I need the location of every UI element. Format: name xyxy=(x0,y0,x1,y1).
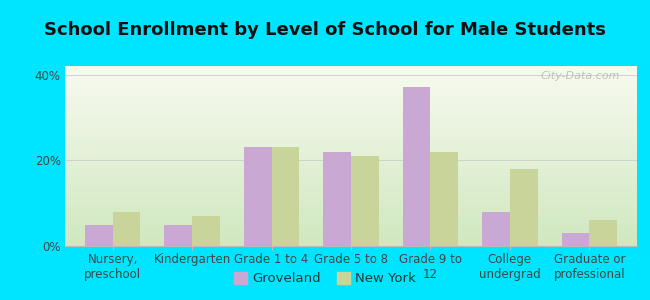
Text: School Enrollment by Level of School for Male Students: School Enrollment by Level of School for… xyxy=(44,21,606,39)
Bar xyxy=(85,225,112,246)
Bar xyxy=(482,212,510,246)
Bar xyxy=(112,212,140,246)
Bar xyxy=(323,152,351,246)
Bar xyxy=(351,156,379,246)
Bar xyxy=(510,169,538,246)
Bar xyxy=(430,152,458,246)
Bar xyxy=(244,147,272,246)
Bar xyxy=(192,216,220,246)
Text: City-Data.com: City-Data.com xyxy=(540,71,620,81)
Bar xyxy=(562,233,590,246)
Bar xyxy=(272,147,300,246)
Bar xyxy=(590,220,617,246)
Legend: Groveland, New York: Groveland, New York xyxy=(229,266,421,290)
Bar xyxy=(164,225,192,246)
Bar xyxy=(402,87,430,246)
